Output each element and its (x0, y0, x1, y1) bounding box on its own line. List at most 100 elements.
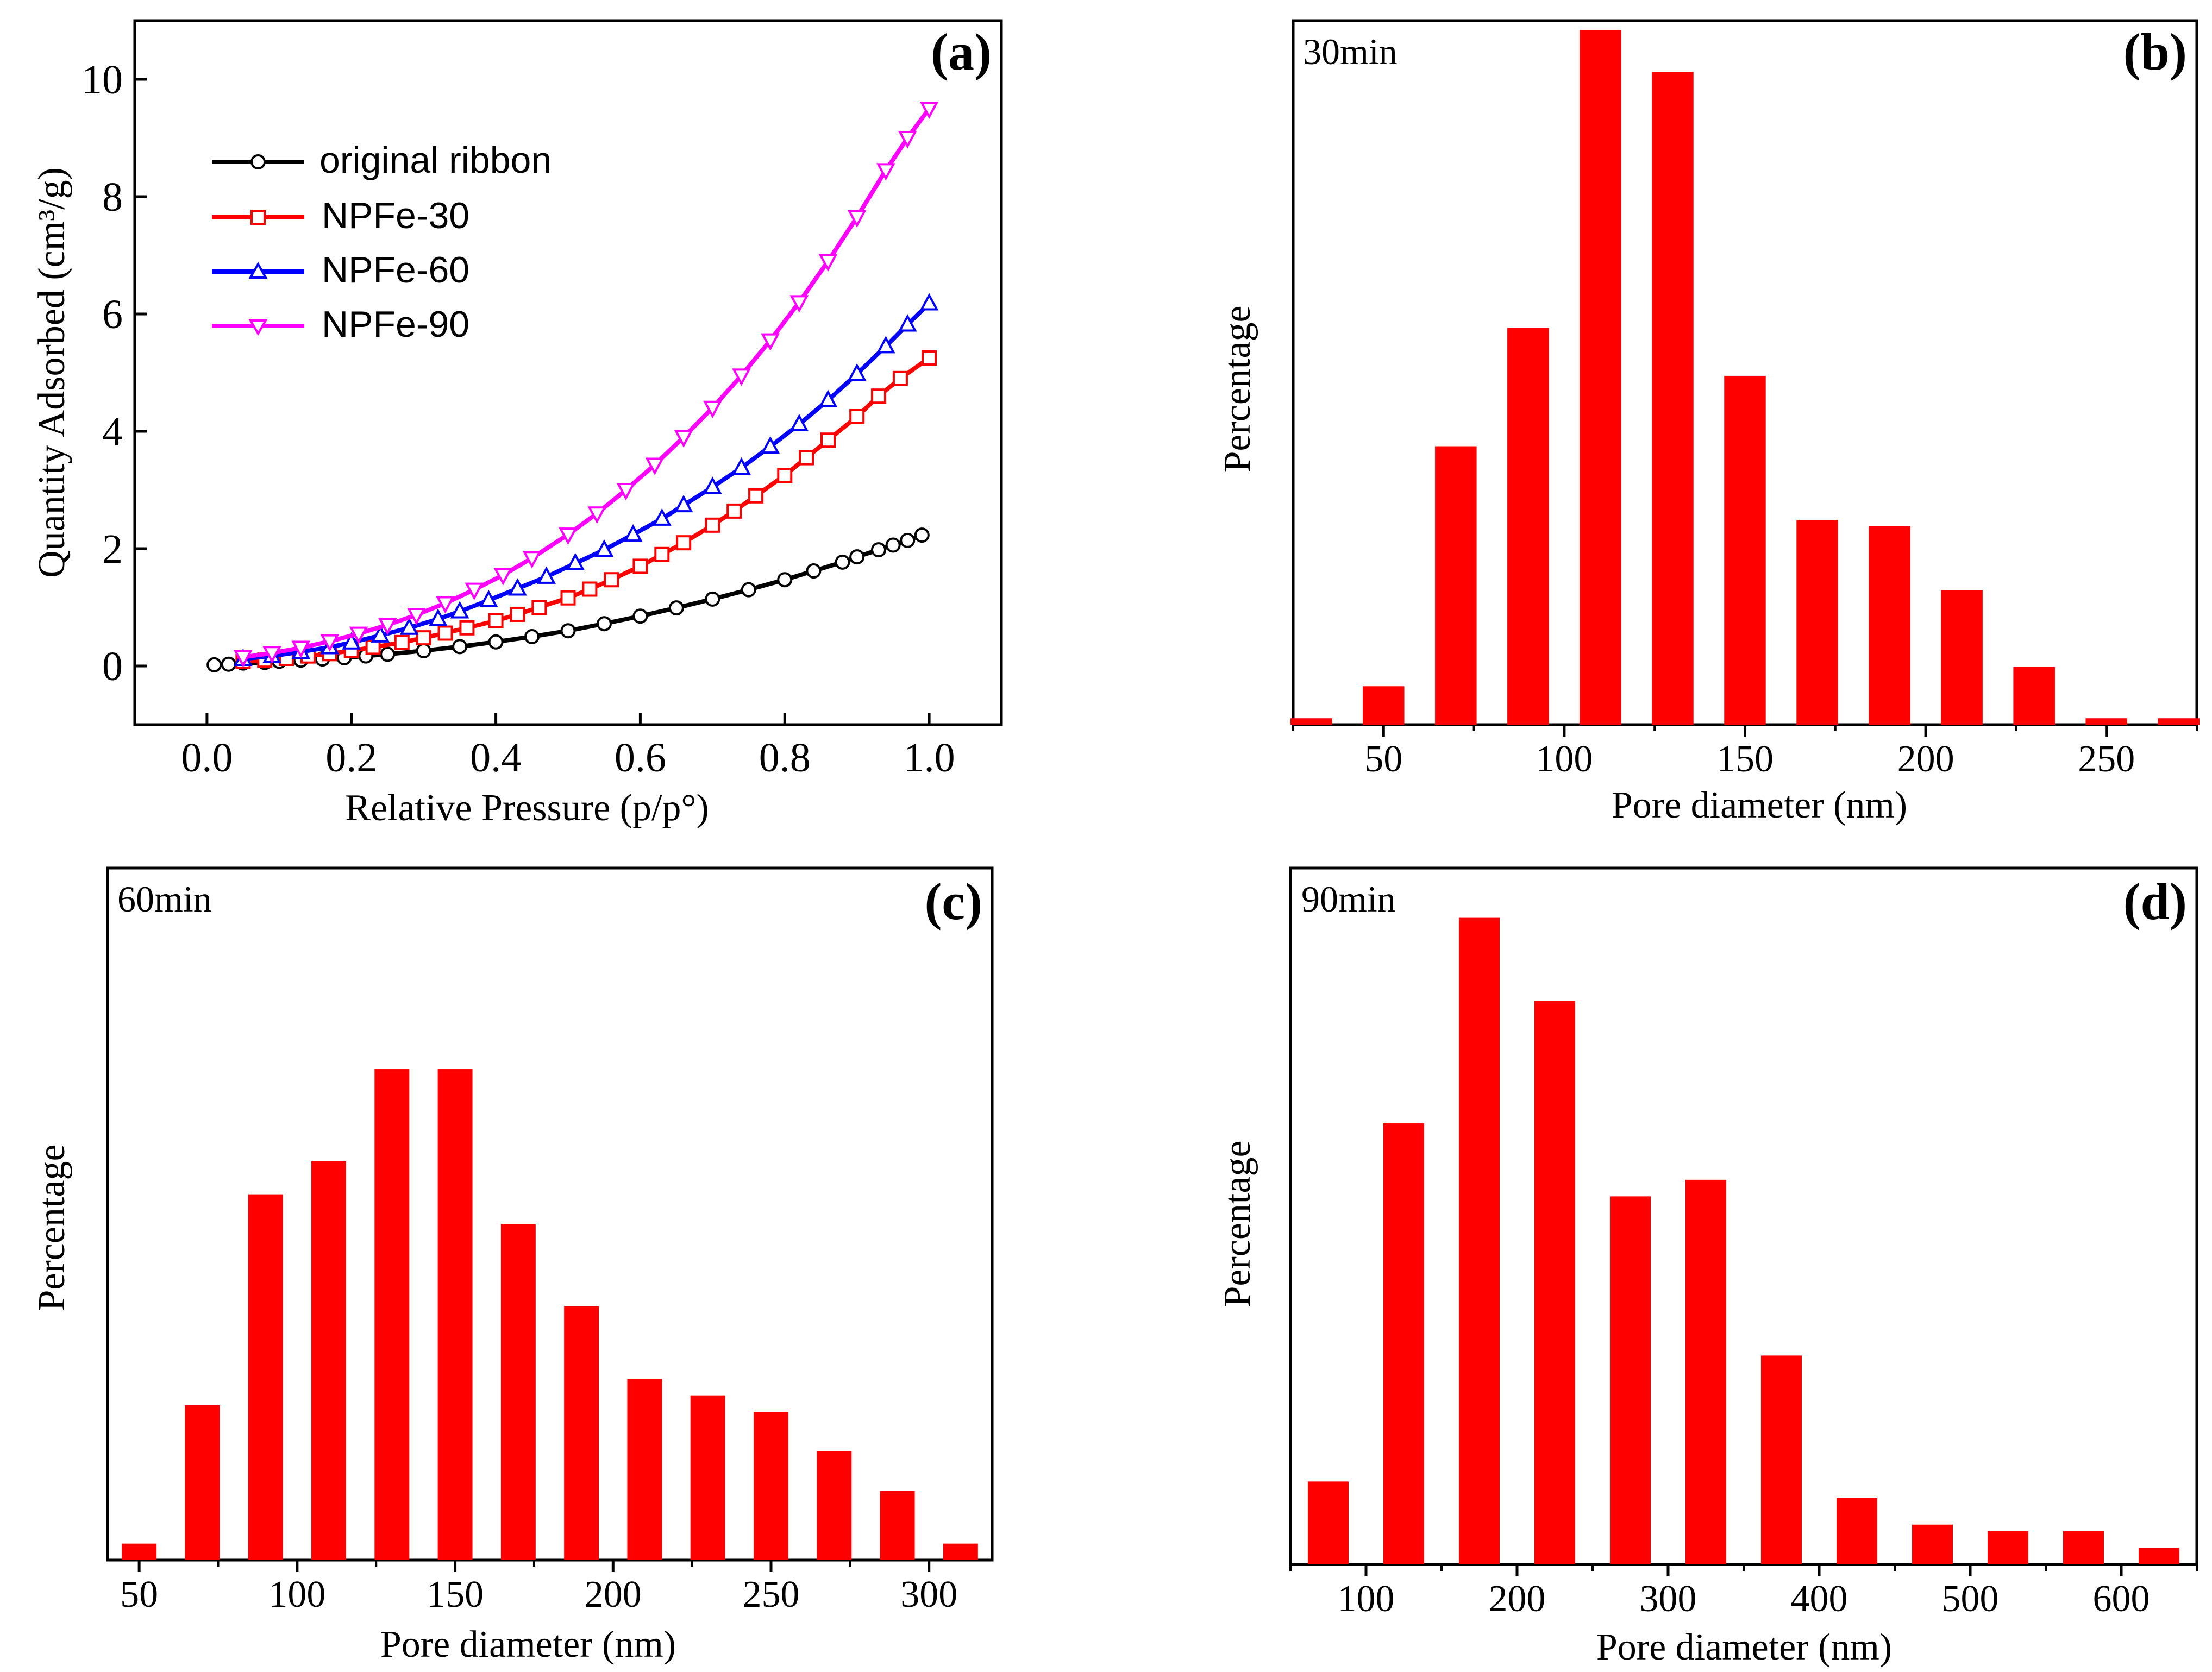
data-point (919, 102, 939, 120)
panel-a-x-axis: 0.0 0.2 0.4 0.6 0.8 1.0 (181, 713, 955, 781)
x-tick-label: 0.8 (759, 735, 811, 781)
x-tick-label: 250 (743, 1574, 800, 1616)
data-point (835, 554, 850, 570)
data-point (582, 581, 598, 597)
data-point (508, 578, 527, 596)
legend-entry-npfe-90: NPFe-90 (212, 304, 469, 345)
data-point (394, 634, 410, 650)
bar (1609, 1196, 1651, 1564)
bar (1435, 446, 1477, 725)
bar (1507, 328, 1549, 725)
bar (880, 1491, 915, 1560)
panel-a-y-axis-label: Quantity Adsorbed (cm³/g) (31, 167, 73, 578)
data-point (674, 494, 693, 513)
bar (374, 1069, 410, 1560)
data-point (761, 333, 780, 351)
x-tick-label: 300 (1640, 1578, 1697, 1620)
x-tick-label: 100 (1338, 1578, 1395, 1620)
data-point (452, 639, 468, 655)
legend-entry-npfe-30: NPFe-30 (212, 195, 469, 236)
series-npfe-60 (234, 293, 939, 667)
data-point (705, 591, 720, 607)
data-point (654, 546, 670, 562)
data-point (761, 436, 780, 454)
x-tick-label: 500 (1942, 1578, 1999, 1620)
data-point (365, 639, 381, 655)
data-point (898, 314, 917, 332)
legend-label-original-ribbon: original ribbon (319, 140, 552, 181)
data-point (871, 388, 887, 404)
panel-d-y-axis-label: Percentage (1217, 1140, 1258, 1307)
data-point (898, 131, 917, 149)
x-tick-label: 50 (1364, 738, 1402, 780)
data-point (234, 650, 253, 668)
panel-d-annotation: 90min (1301, 878, 1396, 920)
data-point (652, 508, 672, 526)
bar (1912, 1524, 1953, 1564)
data-point (559, 527, 578, 545)
x-tick-label: 0.4 (470, 735, 522, 781)
panel-c-annotation: 60min (117, 878, 212, 920)
legend-label-npfe-90: NPFe-90 (322, 304, 469, 345)
x-tick-label: 300 (900, 1574, 957, 1616)
panel-b-x-axis-label: Pore diameter (nm) (1612, 784, 1907, 826)
data-point (479, 589, 498, 608)
data-point (748, 488, 764, 504)
bar (2085, 718, 2127, 725)
data-point (885, 537, 901, 553)
data-point (732, 368, 751, 386)
panel-c-bars (122, 1069, 978, 1560)
data-point (206, 657, 222, 672)
x-tick-label: 50 (120, 1574, 158, 1616)
legend-label-npfe-30: NPFe-30 (322, 195, 469, 236)
data-point (876, 163, 895, 181)
data-point (703, 476, 722, 494)
panel-c: 50 100 150 200 250 300 (c) 60min Pore diamete… (31, 866, 994, 1665)
bar (2013, 667, 2055, 725)
bar (2138, 1548, 2180, 1564)
bar (2158, 718, 2200, 725)
bar (1941, 590, 1983, 725)
data-point (587, 506, 607, 524)
data-point (818, 389, 838, 407)
bar (1363, 686, 1405, 725)
bar (1534, 1001, 1576, 1564)
x-tick-label: 250 (2078, 738, 2135, 780)
x-tick-label: 0.2 (325, 735, 377, 781)
panel-c-frame (106, 866, 994, 1562)
y-tick-label: 10 (82, 57, 123, 103)
data-point (560, 623, 576, 639)
data-point (371, 625, 390, 643)
data-point (799, 450, 814, 466)
x-tick-label: 1.0 (904, 735, 955, 781)
data-point (407, 608, 426, 626)
bar (1869, 526, 1910, 725)
data-point (668, 600, 684, 616)
x-tick-label: 0.0 (181, 735, 233, 781)
x-tick-label: 200 (585, 1574, 642, 1616)
x-tick-label: 150 (1716, 738, 1774, 780)
data-point (876, 336, 895, 354)
data-point (342, 632, 361, 650)
data-point (616, 483, 636, 501)
x-tick-label: 0.6 (615, 735, 666, 781)
panel-a-legend: original ribbon NPFe-30 NPFe-60 NPFe-90 (212, 140, 552, 345)
legend-marker-npfe-90 (248, 319, 268, 336)
data-point (596, 616, 612, 632)
series-npfe-90 (234, 102, 939, 668)
data-point (777, 468, 793, 483)
data-point (493, 568, 513, 586)
y-tick-label: 8 (102, 174, 123, 220)
data-point (560, 590, 576, 606)
data-point (450, 601, 469, 619)
bar (1987, 1531, 2029, 1564)
data-point (892, 370, 908, 386)
data-point (594, 539, 614, 557)
bar (564, 1306, 599, 1560)
bar (1724, 375, 1766, 725)
data-point (632, 608, 648, 624)
data-point (436, 596, 455, 614)
bar (1383, 1123, 1425, 1564)
data-point (320, 634, 340, 652)
